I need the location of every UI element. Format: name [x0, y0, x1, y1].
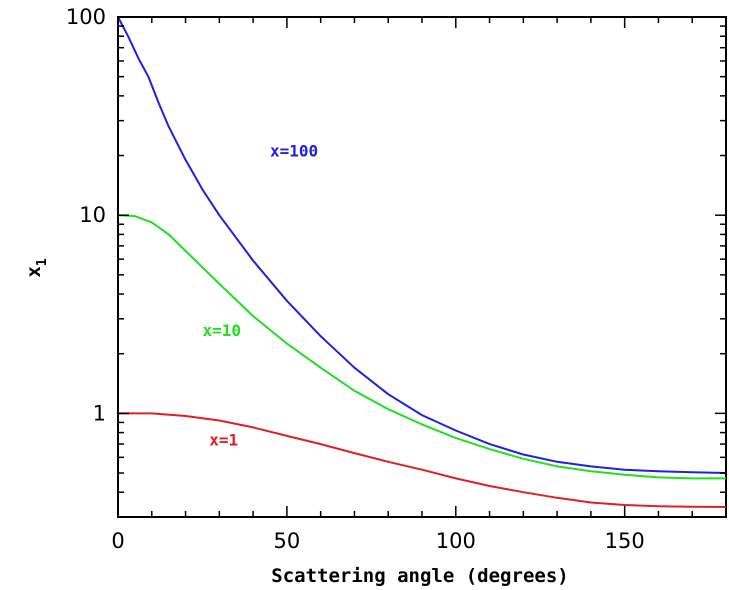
y-tick-label: 1 — [93, 401, 106, 425]
x-tick-label: 100 — [436, 529, 476, 553]
y-tick-label: 100 — [66, 5, 106, 29]
svg-text:x1: x1 — [23, 258, 50, 277]
series-line-0 — [117, 16, 727, 474]
y-axis-title: x1 — [23, 258, 50, 277]
series-label-1: x=10 — [202, 321, 241, 340]
series-line-2 — [118, 412, 727, 508]
y-tick-label: 10 — [79, 203, 106, 227]
y-axis-title-subscript: 1 — [35, 258, 50, 266]
series-label-2: x=1 — [209, 430, 238, 449]
series-label-0: x=100 — [270, 141, 318, 160]
series-line-1 — [117, 214, 726, 480]
x-tick-label: 150 — [605, 529, 645, 553]
labels: 0 50 100 150 1 10 100 x=100 x=10 x=1 — [66, 5, 645, 553]
x-tick-label: 0 — [111, 529, 124, 553]
curves — [117, 16, 727, 508]
y-axis-title-main: x — [23, 266, 45, 277]
ticks — [117, 16, 727, 518]
x-tick-label: 50 — [274, 529, 301, 553]
x-axis-title: Scattering angle (degrees) — [271, 565, 568, 587]
